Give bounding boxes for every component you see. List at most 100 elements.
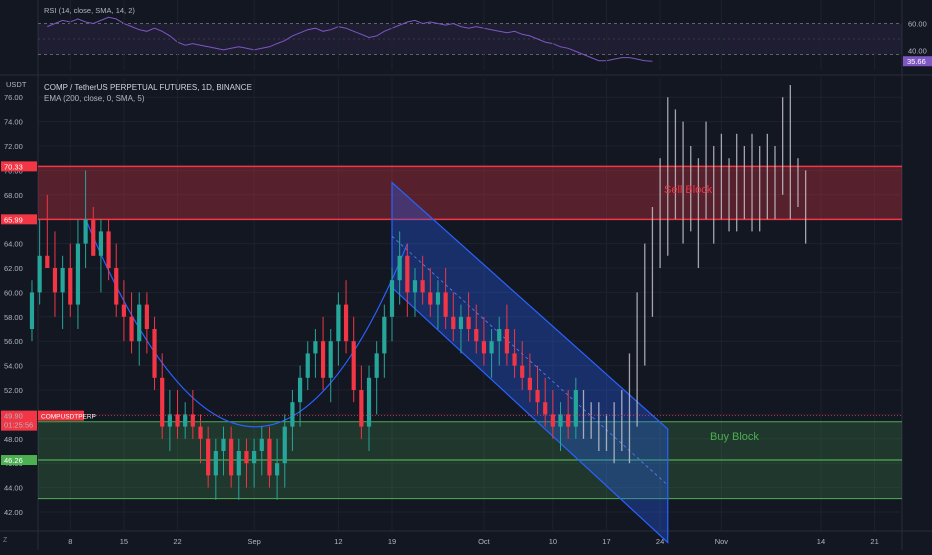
- sell-block-zone: [38, 166, 902, 220]
- candle-body: [527, 377, 532, 390]
- candle-body: [52, 268, 58, 293]
- candle-body: [144, 304, 149, 329]
- candle-body: [466, 316, 471, 329]
- current-price-time: 01:25:56: [4, 421, 33, 430]
- rsi-lower-tick: 40.00: [908, 47, 927, 56]
- candle-body: [573, 390, 578, 427]
- candle-body: [68, 268, 73, 305]
- price-unit: USDT: [6, 80, 27, 89]
- candle-body: [75, 243, 81, 305]
- candle-body: [428, 292, 433, 305]
- y-tick-label: 62.00: [4, 264, 23, 273]
- buy-line-tag: 46.26: [4, 456, 23, 465]
- candle-body: [37, 255, 42, 293]
- y-tick-label: 58.00: [4, 313, 23, 322]
- candle-body: [351, 341, 356, 390]
- rsi-line: [47, 16, 653, 62]
- sell-bottom-tag-bg: [1, 214, 37, 225]
- y-tick-label: 74.00: [4, 118, 23, 127]
- current-price-tag: 49.90: [4, 412, 23, 421]
- candle-body: [566, 414, 571, 427]
- rsi-title: RSI (14, close, SMA, 14, 2): [44, 6, 135, 15]
- candle-body: [328, 341, 333, 378]
- buy-line-tag-bg: [1, 455, 37, 466]
- candle-body: [206, 438, 211, 476]
- candle-body: [83, 219, 88, 244]
- candle-body: [420, 280, 425, 293]
- candle-body: [137, 304, 142, 342]
- x-tick-label: Oct: [478, 537, 491, 546]
- candle-body: [397, 255, 402, 281]
- candle-body: [152, 329, 157, 378]
- candle-body: [60, 268, 65, 293]
- candle-body: [160, 377, 165, 427]
- candle-body: [290, 402, 295, 427]
- candle-body: [282, 426, 287, 464]
- x-tick-label: 24: [656, 537, 664, 546]
- y-tick-label: 76.00: [4, 93, 23, 102]
- candle-body: [543, 402, 548, 415]
- y-tick-label: 52.00: [4, 386, 23, 395]
- x-tick-label: 15: [120, 537, 128, 546]
- candle-body: [121, 304, 126, 317]
- candle-body: [558, 414, 563, 427]
- channel-midline: [391, 235, 669, 486]
- candle-body: [98, 231, 104, 256]
- candle-body: [183, 414, 188, 427]
- candle-body: [550, 414, 555, 427]
- x-tick-label: 19: [388, 537, 396, 546]
- sell-block-label: Sell Block: [664, 184, 713, 196]
- current-price-tag-bg: [1, 410, 37, 431]
- x-tick-label: 8: [68, 537, 72, 546]
- candle-body: [175, 414, 180, 427]
- candle-body: [29, 292, 35, 329]
- candle-body: [359, 390, 364, 427]
- rsi-value-text: 35.66: [907, 57, 926, 66]
- candle-body: [106, 231, 111, 268]
- y-tick-label: 60.00: [4, 288, 23, 297]
- timezone-corner[interactable]: Z: [3, 537, 8, 544]
- candle-body: [221, 438, 226, 451]
- candle-body: [535, 390, 540, 403]
- candle-body: [114, 268, 119, 305]
- candle-body: [435, 292, 441, 305]
- symbol-tag: COMPUSDTPERP: [41, 414, 96, 421]
- candle-body: [275, 463, 280, 476]
- buy-block-label: Buy Block: [710, 431, 759, 443]
- chart-title: COMP / TetherUS PERPETUAL FUTURES, 1D, B…: [44, 83, 252, 92]
- x-tick-label: 12: [334, 537, 342, 546]
- x-tick-label: 22: [173, 537, 181, 546]
- candle-body: [512, 353, 517, 366]
- candle-body: [489, 341, 494, 354]
- sell-top-tag-bg: [1, 161, 37, 172]
- candle-body: [213, 451, 218, 476]
- candle-body: [374, 353, 379, 378]
- indicator-label: EMA (200, close, 0, SMA, 5): [44, 94, 145, 103]
- candle-body: [198, 426, 203, 439]
- candle-body: [129, 316, 134, 342]
- symbol-tag-bg: [38, 410, 84, 421]
- y-tick-label: 56.00: [4, 337, 23, 346]
- candle-body: [343, 304, 349, 342]
- rounding-bottom-curve: [85, 218, 408, 428]
- x-tick-label: 21: [870, 537, 878, 546]
- sell-bottom-tag: 65.99: [4, 215, 23, 224]
- x-tick-label: Sep: [247, 537, 260, 546]
- candle-body: [336, 304, 341, 342]
- candle-body: [520, 365, 525, 378]
- candle-body: [252, 451, 257, 464]
- candle-body: [244, 451, 249, 464]
- candle-body: [497, 329, 502, 342]
- candle-body: [451, 316, 456, 329]
- candle-body: [320, 341, 326, 378]
- candle-body: [481, 341, 487, 354]
- candle-body: [190, 414, 195, 427]
- y-tick-label: 48.00: [4, 435, 23, 444]
- x-tick-label: 17: [602, 537, 610, 546]
- rsi-value-tag: [903, 56, 932, 67]
- candle-body: [91, 219, 96, 256]
- x-tick-label: Nov: [715, 537, 729, 546]
- y-tick-label: 54.00: [4, 362, 23, 371]
- candle-body: [458, 316, 464, 329]
